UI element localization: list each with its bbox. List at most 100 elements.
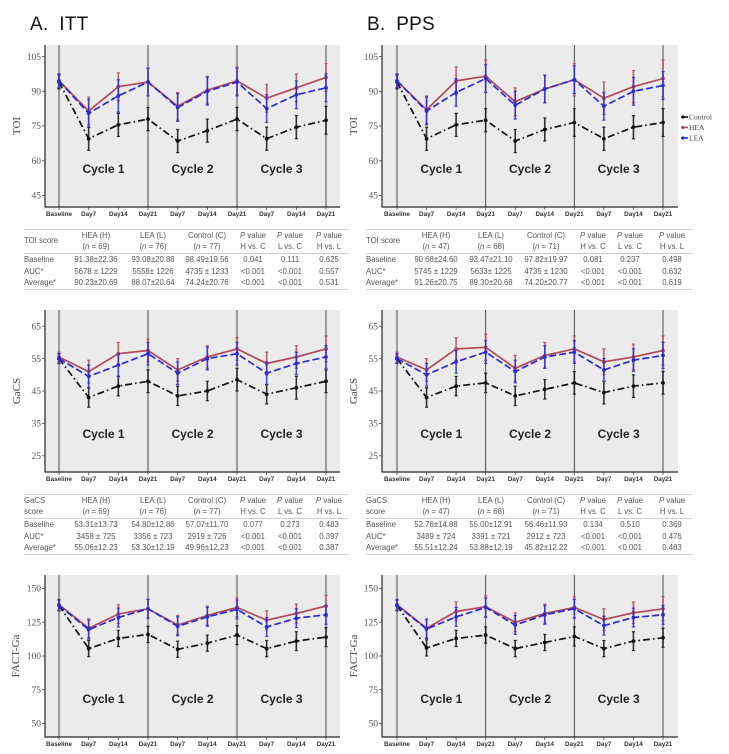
column-header-line: LEA (L) <box>128 496 178 507</box>
y-tick-label: 60 <box>369 157 379 167</box>
table-row: Baseline 53.31±13.73 54.80±12.86 57.07±11.7… <box>24 519 348 531</box>
column-header-line: (n = 76) <box>128 242 178 253</box>
data-point <box>86 136 91 141</box>
data-point <box>146 606 150 611</box>
column-header-line: (n = 68) <box>468 507 514 518</box>
column-header: TOI score <box>24 230 64 254</box>
header-italic-symbol: n <box>425 241 430 251</box>
column-header-line: LEA (L) <box>128 231 178 242</box>
column-header-line: HEA (H) <box>404 496 468 507</box>
header-italic-symbol: n <box>480 506 485 516</box>
data-point <box>542 387 547 392</box>
stats-table-gacs-itt: GaCS score HEA (H) (n = 69) LEA (L) (n = 76) C… <box>24 494 348 555</box>
table-row: Average* 55.06±12.23 53.30±12.19 49.96±12.2… <box>24 542 348 554</box>
x-tick-label: Day21 <box>565 211 584 218</box>
plot-background <box>45 575 340 737</box>
y-tick-label: 45 <box>369 192 379 202</box>
header-text: value <box>282 231 303 240</box>
data-point <box>235 117 239 121</box>
table-cell: <0.001 <box>240 531 266 541</box>
series-lea <box>57 341 328 389</box>
data-point <box>116 363 121 367</box>
cycle-label: Cycle 2 <box>171 162 213 176</box>
column-header-line: score <box>366 507 404 518</box>
table-cell: 5745 ± 1229 <box>414 266 458 276</box>
series-line-control <box>58 358 327 399</box>
x-tick-label: Day21 <box>654 211 673 218</box>
data-point <box>146 117 150 121</box>
y-tick-label: 125 <box>364 618 379 628</box>
column-header-line: (n = 71) <box>514 507 578 518</box>
data-point <box>631 125 636 130</box>
table-cell: 0.387 <box>319 543 339 552</box>
header-italic-symbol: P <box>616 496 623 505</box>
column-header-line: TOI score <box>366 236 404 247</box>
data-point <box>483 350 488 355</box>
header-text: TOI score <box>366 236 401 246</box>
header-text: = 76) <box>146 241 167 251</box>
header-text: LEA (L) <box>139 496 166 505</box>
data-point <box>264 392 269 397</box>
data-point <box>175 647 180 652</box>
header-text: value <box>245 496 266 505</box>
series-line-control <box>396 358 664 399</box>
y-axis-title: TOI <box>11 117 23 135</box>
row-label: AUC* <box>366 531 386 541</box>
data-point <box>57 603 61 608</box>
cycle-label: Cycle 1 <box>420 692 462 706</box>
chart-gacs-pps: 25 35 45 55 65 Baseline Day7 Day14 Day21 Day7 Day1… <box>348 310 678 483</box>
y-axis-title: FACT-Ga <box>10 634 22 677</box>
data-point <box>601 646 606 651</box>
data-point <box>483 633 488 637</box>
header-text: ( <box>139 241 143 251</box>
legend-item-lea: LEA <box>681 134 704 143</box>
data-point <box>631 639 636 644</box>
column-header: P value L vs. C <box>270 495 310 519</box>
header-text: H vs. C <box>240 506 266 516</box>
table-cell: 0.632 <box>662 266 682 276</box>
data-point <box>175 105 180 110</box>
column-header-line: Control (C) <box>178 231 236 242</box>
cycle-label: Cycle 1 <box>82 692 124 706</box>
header-italic-symbol: n <box>142 241 147 251</box>
table-cell: 2912 ± 723 <box>526 531 566 541</box>
cycle-label: Cycle 3 <box>260 692 302 706</box>
header-text: H vs. C <box>240 241 266 251</box>
table-cell: 0.476 <box>662 531 682 541</box>
header-text: value <box>664 496 685 505</box>
legend-item-control: Control <box>681 113 712 122</box>
header-text: HEA (H) <box>421 231 451 240</box>
data-point <box>264 371 269 376</box>
table-cell: <0.001 <box>277 531 303 541</box>
column-header-line: L vs. C <box>270 242 310 253</box>
data-point <box>661 120 665 125</box>
y-tick-label: 125 <box>27 618 42 628</box>
header-text: ( <box>82 506 86 516</box>
column-header-line: H vs. L <box>310 242 348 253</box>
data-point <box>454 122 459 127</box>
y-tick-label: 25 <box>32 452 42 462</box>
header-italic-symbol: P <box>616 231 623 240</box>
header-text: = 71) <box>539 241 560 251</box>
header-text: L vs. C <box>278 506 302 516</box>
column-header-line: P value <box>310 496 348 507</box>
x-tick-label: Day14 <box>535 741 554 748</box>
y-tick-label: 25 <box>369 452 379 462</box>
table-cell: 74.20±20.77 <box>524 278 568 287</box>
data-point <box>661 635 665 640</box>
table-cell: 54.80±12.86 <box>131 520 175 529</box>
data-point <box>235 633 239 637</box>
table-row: Average* 91.26±20.75 89.30±20.68 74.20±20.7… <box>366 277 692 289</box>
data-point <box>116 384 121 389</box>
data-point <box>513 103 518 108</box>
column-header-line: P value <box>578 496 608 507</box>
data-point <box>235 351 239 356</box>
header-text: = 47) <box>429 506 450 516</box>
cycle-label: Cycle 2 <box>171 427 213 441</box>
data-point <box>395 356 399 361</box>
data-point <box>631 615 636 620</box>
x-tick-label: Day7 <box>596 476 612 483</box>
table-cell: 2919 ± 726 <box>187 531 227 541</box>
data-point <box>146 80 150 84</box>
table-cell: 3489 ± 724 <box>416 531 456 541</box>
